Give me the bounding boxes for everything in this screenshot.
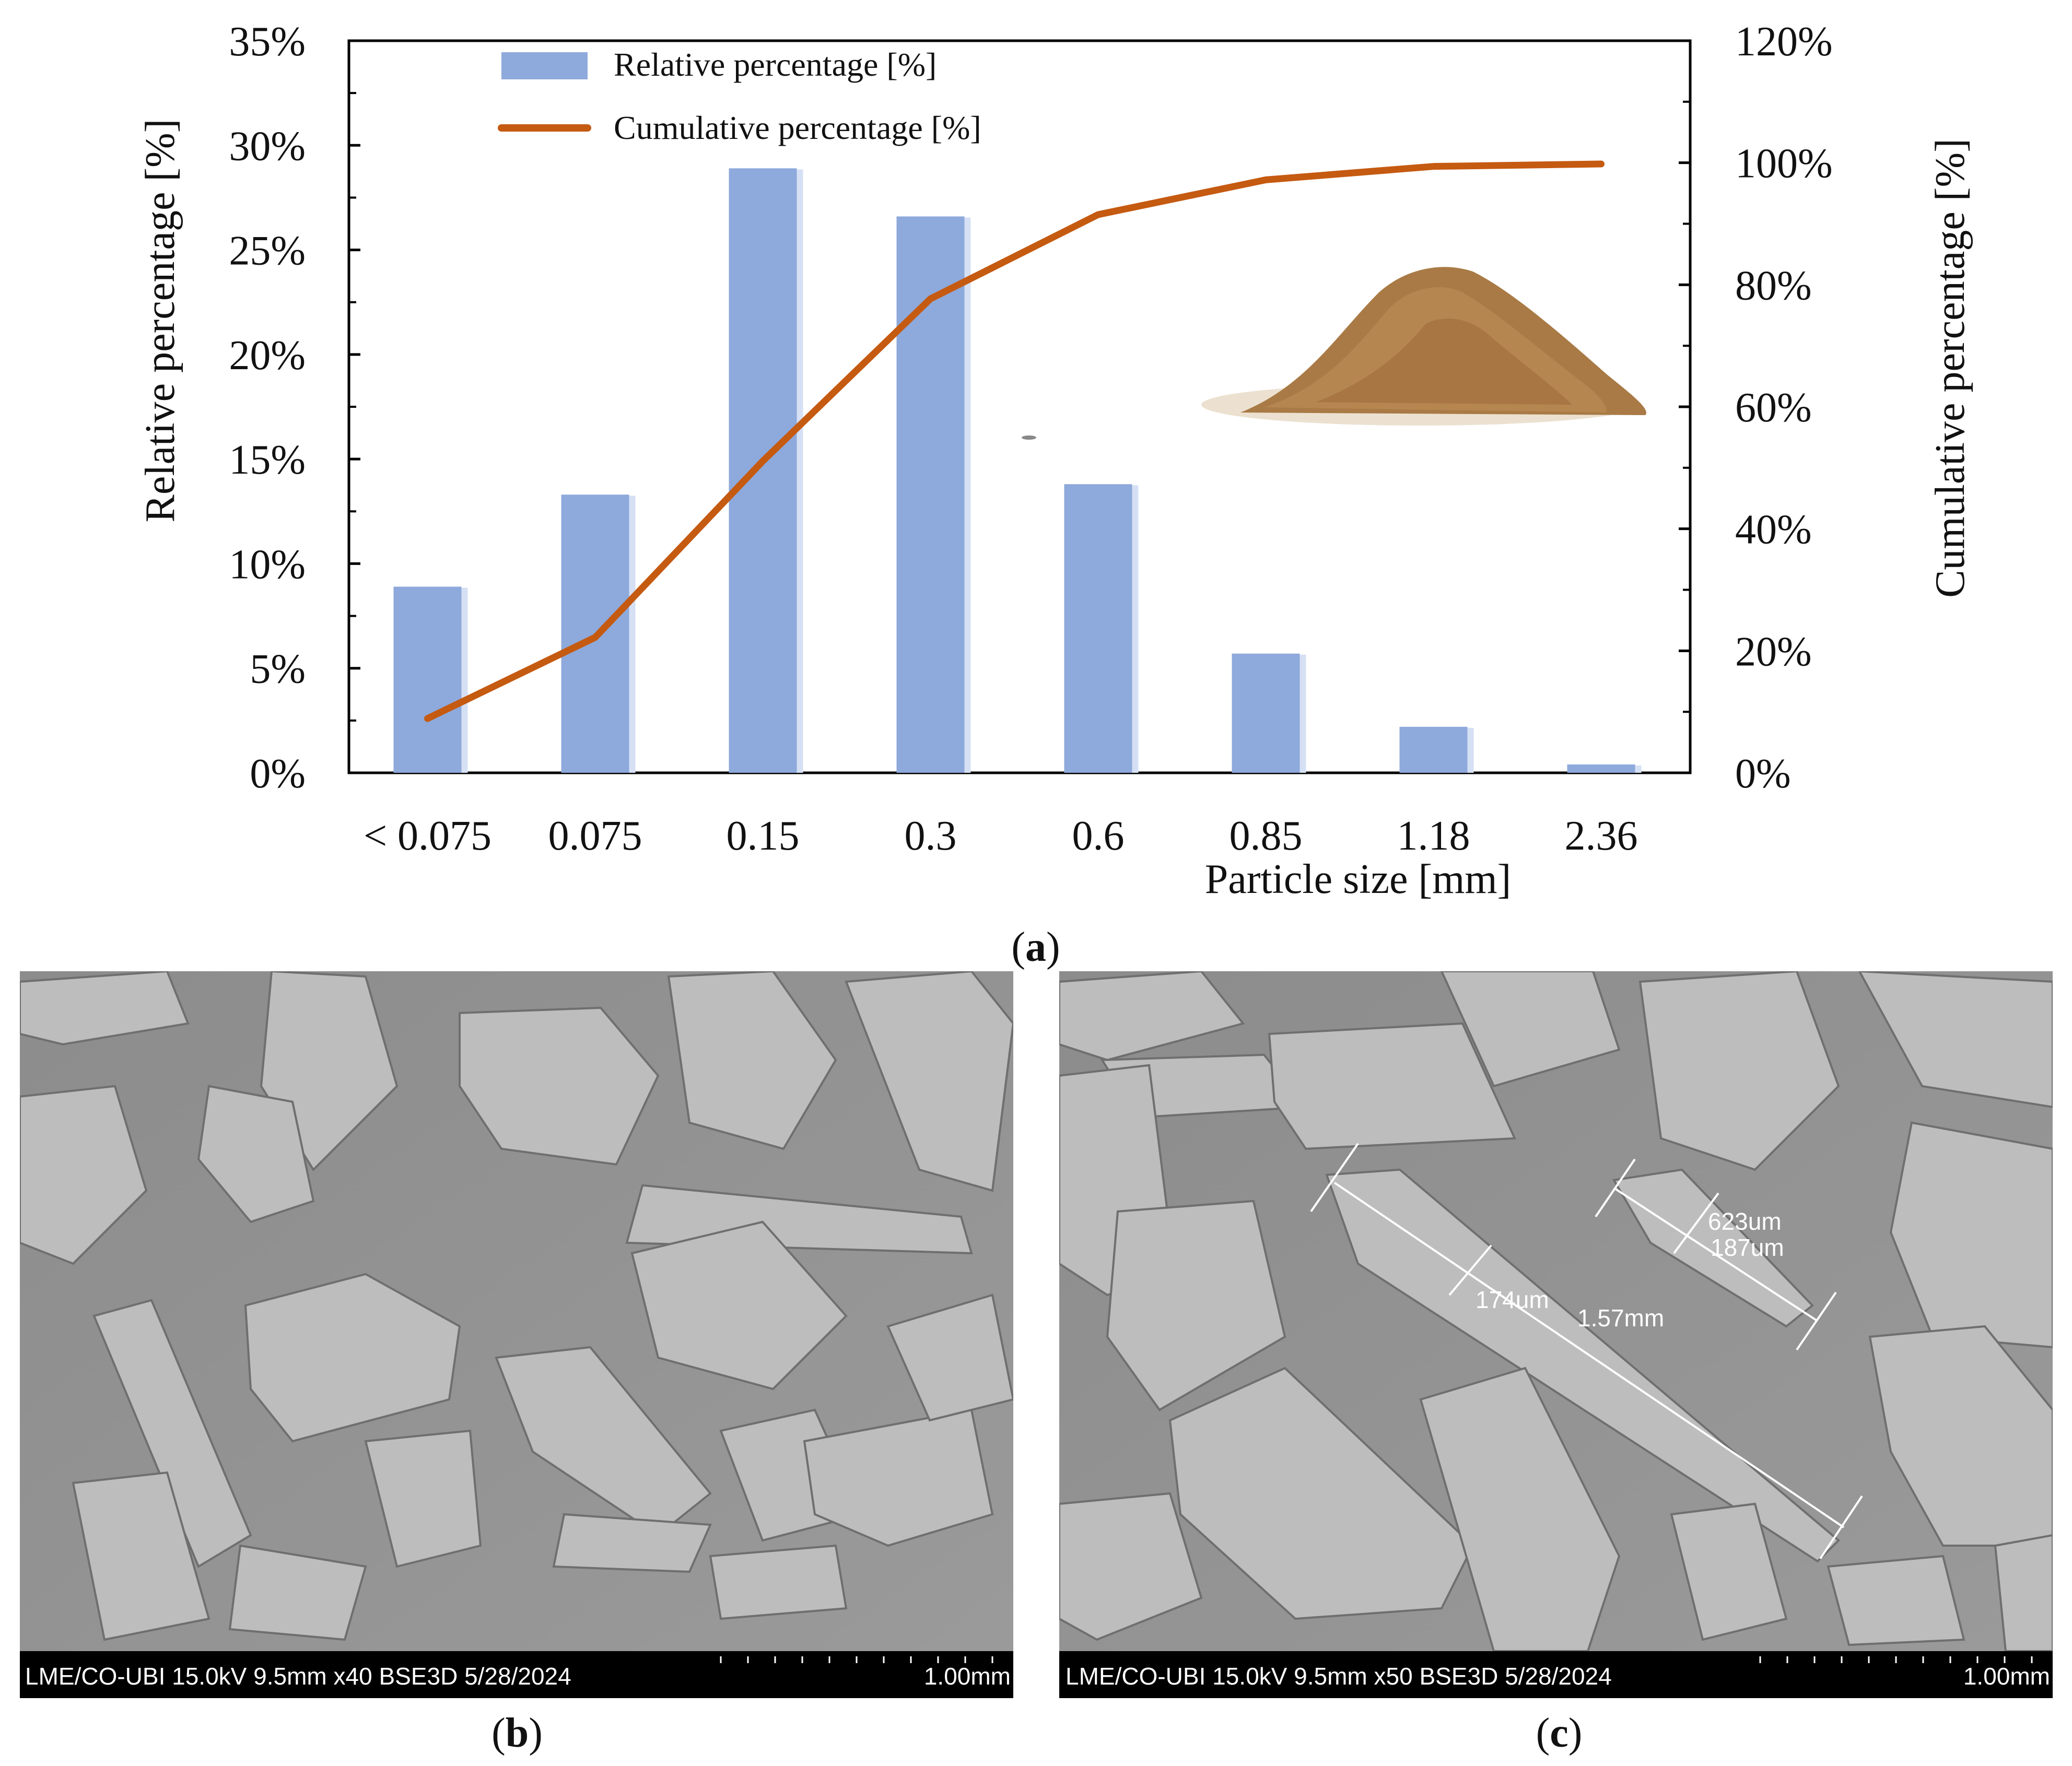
right-axis-ticks: 0% 20% 40% 60% 80% 100% 120%	[1679, 19, 1833, 797]
x-axis-tick-labels: < 0.075 0.075 0.15 0.3 0.6 0.85 1.18 2.36	[364, 813, 1638, 859]
left-tick-label: 15%	[229, 437, 306, 483]
sem-c-measure-1-57mm: 1.57mm	[1577, 1304, 1664, 1332]
bar-0	[393, 586, 462, 773]
left-tick-label: 25%	[229, 228, 306, 274]
sem-c-measure-623um: 623um	[1708, 1208, 1782, 1235]
legend-bar-label: Relative percentage [%]	[614, 46, 937, 83]
sem-c-info: LME/CO-UBI 15.0kV 9.5mm x50 BSE3D 5/28/2…	[1066, 1663, 1612, 1690]
y2-axis-title: Cumulative percentage [%]	[1927, 138, 1973, 598]
legend: Relative percentage [%] Cumulative perce…	[498, 46, 981, 146]
left-tick-label: 10%	[229, 541, 306, 587]
sem-image-b: LME/CO-UBI 15.0kV 9.5mm x40 BSE3D 5/28/2…	[20, 971, 1013, 1756]
sem-c-measure-187um: 187um	[1711, 1234, 1784, 1261]
sem-c-info-bar	[1059, 1651, 2053, 1698]
right-tick-label: 60%	[1735, 385, 1812, 431]
left-tick-label: 20%	[229, 333, 306, 379]
cumulative-line-series	[424, 160, 1605, 722]
bar-6	[1399, 726, 1468, 773]
bar-4	[1064, 484, 1132, 773]
sem-b-info: LME/CO-UBI 15.0kV 9.5mm x40 BSE3D 5/28/2…	[25, 1663, 571, 1690]
right-tick-label: 80%	[1735, 263, 1812, 309]
sawdust-pile-photo	[1022, 267, 1646, 440]
sem-b-info-bar	[20, 1651, 1013, 1698]
sem-b-scale-label: 1.00mm	[924, 1663, 1011, 1690]
legend-bar-swatch	[501, 52, 588, 79]
left-axis-ticks: 0% 5% 10% 15% 20% 25% 30% 35%	[229, 19, 360, 797]
bar-series	[393, 168, 1642, 773]
left-tick-label: 30%	[229, 123, 306, 169]
right-tick-label: 0%	[1735, 751, 1791, 797]
sem-c-scale-bar	[1759, 1656, 2033, 1663]
x-tick-label: 1.18	[1397, 813, 1470, 859]
x-tick-label: < 0.075	[364, 813, 491, 859]
left-tick-label: 35%	[229, 19, 306, 65]
sem-c-measure-174um: 174um	[1476, 1286, 1549, 1313]
x-tick-label: 0.85	[1230, 813, 1303, 859]
x-axis-title: Particle size [mm]	[1205, 856, 1511, 902]
right-tick-label: 40%	[1735, 507, 1812, 553]
caption-b: (b)	[491, 1710, 543, 1756]
bar-5	[1232, 653, 1300, 773]
cumulative-line	[424, 160, 1605, 722]
particle-size-chart: 0% 5% 10% 15% 20% 25% 30% 35% 0% 20% 40% 60% 80% 100…	[137, 19, 1973, 970]
bar-7	[1567, 764, 1635, 773]
x-tick-label: 0.6	[1072, 813, 1125, 859]
x-tick-label: 0.075	[548, 813, 642, 859]
right-tick-label: 20%	[1735, 629, 1812, 675]
right-tick-label: 120%	[1735, 19, 1833, 65]
sem-c-scale-label: 1.00mm	[1963, 1663, 2050, 1690]
left-tick-label: 0%	[250, 751, 306, 797]
right-tick-label: 100%	[1735, 141, 1833, 187]
sem-b-scale-bar	[720, 1656, 993, 1663]
x-tick-label: 0.15	[727, 813, 800, 859]
caption-c: (c)	[1536, 1710, 1583, 1756]
sem-image-c: 174um 1.57mm 623um 187um LME/CO-UBI 15.0…	[1059, 971, 2053, 1756]
bar-2	[729, 168, 797, 773]
sem-c-measurement-lines	[1310, 1143, 1863, 1560]
caption-a: (a)	[1011, 924, 1060, 970]
y-axis-title: Relative percentage [%]	[137, 119, 183, 523]
x-tick-label: 0.3	[905, 813, 957, 859]
bar-3	[896, 216, 965, 773]
x-tick-label: 2.36	[1565, 813, 1638, 859]
left-tick-label: 5%	[250, 646, 306, 692]
legend-line-label: Cumulative percentage [%]	[614, 109, 981, 146]
